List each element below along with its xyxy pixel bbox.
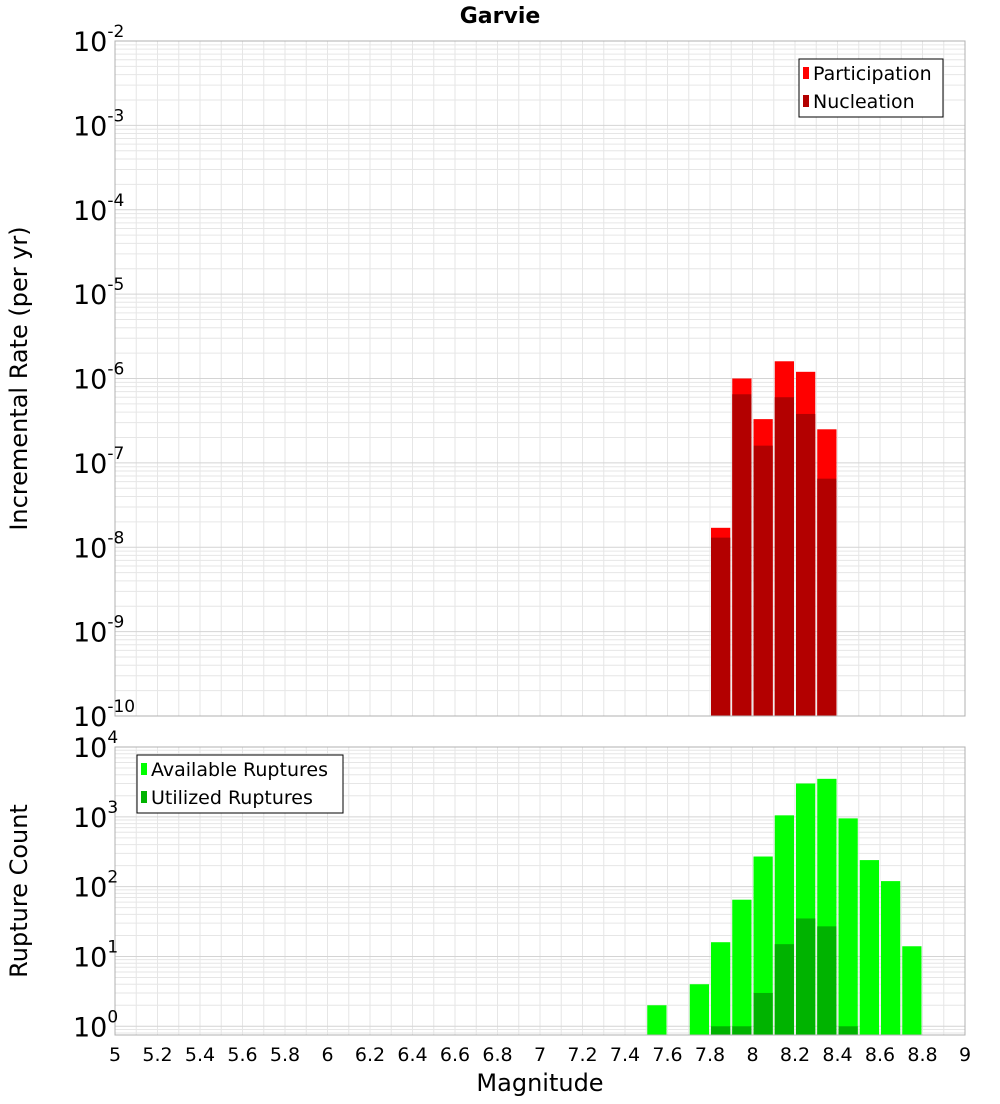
top-y-axis-label: Incremental Rate (per yr) [5,226,33,530]
bar-nucleation [796,413,816,716]
bar-available-ruptures [647,1005,667,1035]
legend-label: Participation [813,63,932,85]
legend-swatch [803,67,809,79]
bar-available-ruptures [838,818,858,1035]
chart-title: Garvie [460,4,541,29]
y-tick-label: 102 [73,868,118,904]
y-tick-label: 101 [73,937,118,973]
y-tick-label: 10-10 [73,697,135,733]
y-tick-label: 104 [73,728,118,764]
x-tick-label: 6.2 [355,1044,385,1066]
legend-swatch [803,95,809,107]
bottom-legend: Available Ruptures Utilized Ruptures [136,754,344,814]
y-tick-label: 103 [73,798,118,834]
x-tick-label: 8.4 [822,1044,852,1066]
rupture-count-panel: 104 103 102 101 100 5 5.2 5.4 5.6 5.8 6 6.2 6.4 6.6 6… [5,728,971,1097]
bar-available-ruptures [902,946,922,1035]
bar-available-ruptures [732,899,752,1035]
y-tick-label: 100 [73,1007,118,1043]
bar-utilized-ruptures [774,944,794,1035]
x-axis-label: Magnitude [476,1069,603,1097]
x-tick-label: 6.6 [440,1044,470,1066]
bar-nucleation [753,445,773,716]
x-tick-label: 5.2 [142,1044,172,1066]
bottom-y-axis-label: Rupture Count [5,804,33,978]
legend-label: Available Ruptures [151,759,328,781]
legend-swatch [141,791,147,803]
bar-available-ruptures [689,984,709,1035]
bar-utilized-ruptures [711,1026,731,1035]
bar-utilized-ruptures [796,918,816,1035]
participation-panel: 10-2 10-3 10-4 10-5 10-6 10-7 10-8 10-9 10-10 In… [5,22,966,733]
bar-utilized-ruptures [817,926,837,1035]
x-tick-label: 9 [959,1044,971,1066]
y-tick-label: 10-4 [73,191,124,227]
legend-box [798,58,944,118]
x-tick-label: 8.2 [780,1044,810,1066]
y-tick-label: 10-5 [73,275,124,311]
x-tick-label: 6.8 [482,1044,512,1066]
x-tick-label: 7.4 [610,1044,640,1066]
y-tick-label: 10-8 [73,528,124,564]
y-tick-label: 10-9 [73,613,124,649]
legend-label: Utilized Ruptures [151,787,313,809]
y-tick-label: 10-2 [73,22,124,58]
bar-available-ruptures [859,860,879,1035]
x-tick-label: 7 [534,1044,546,1066]
bottom-grid [114,746,966,1035]
x-tick-labels: 5 5.2 5.4 5.6 5.8 6 6.2 6.4 6.6 6.8 7 7.2 7.4 7.6 7.8 8… [109,1044,971,1066]
x-tick-label: 8.8 [907,1044,937,1066]
bar-nucleation [711,537,731,716]
legend-swatch [141,763,147,775]
bar-utilized-ruptures [753,992,773,1035]
top-bars [711,361,837,716]
x-tick-label: 7.6 [652,1044,682,1066]
y-tick-label: 10-7 [73,444,124,480]
x-tick-label: 7.2 [567,1044,597,1066]
bar-nucleation [817,478,837,716]
x-tick-label: 5.8 [270,1044,300,1066]
x-tick-label: 5 [109,1044,121,1066]
legend-box [136,754,344,814]
bar-utilized-ruptures [732,1026,752,1035]
bar-available-ruptures [753,856,773,1035]
bottom-y-tick-labels: 104 103 102 101 100 [73,728,118,1043]
top-plot-border [114,40,966,717]
bar-nucleation [774,397,794,716]
bar-available-ruptures [881,881,901,1035]
x-tick-label: 8 [746,1044,758,1066]
x-tick-label: 5.4 [185,1044,215,1066]
y-tick-label: 10-3 [73,106,124,142]
top-legend: Participation Nucleation [798,58,944,118]
bar-utilized-ruptures [838,1026,858,1035]
bottom-bars [647,778,922,1035]
x-tick-label: 7.8 [695,1044,725,1066]
legend-label: Nucleation [813,91,915,113]
x-tick-label: 6 [321,1044,333,1066]
top-grid [114,40,966,717]
top-y-tick-labels: 10-2 10-3 10-4 10-5 10-6 10-7 10-8 10-9 10-10 [73,22,135,733]
x-tick-label: 5.6 [227,1044,257,1066]
bar-available-ruptures [711,942,731,1035]
bottom-plot-border [114,746,966,1036]
x-tick-label: 6.4 [397,1044,427,1066]
x-tick-label: 8.6 [865,1044,895,1066]
bar-nucleation [732,394,752,716]
y-tick-label: 10-6 [73,360,124,396]
